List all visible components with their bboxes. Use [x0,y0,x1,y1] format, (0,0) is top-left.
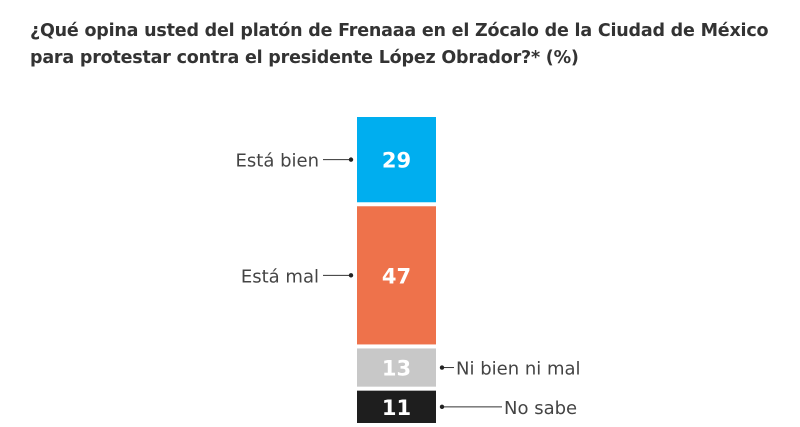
value-label-no-sabe: 11 [382,396,411,420]
category-label-esta-mal: Está mal [241,266,319,287]
category-label-no-sabe: No sabe [504,398,577,419]
category-label-ni-bien-ni-mal: Ni bien ni mal [456,359,581,380]
leader-dot-no-sabe [439,404,445,410]
value-label-esta-bien: 29 [382,149,411,173]
leader-dot-esta-bien [348,157,354,162]
bar-segment-ni-bien-ni-mal [357,348,436,387]
chart-title: ¿Qué opina usted del platón de Frenaaa e… [30,21,769,68]
value-label-esta-mal: 47 [382,264,411,288]
bar-segment-esta-bien [357,117,436,203]
bar-segment-no-sabe [357,390,436,423]
category-label-esta-bien: Está bien [236,151,319,172]
bar-segment-esta-mal [357,206,436,345]
value-label-ni-bien-ni-mal: 13 [382,357,411,381]
leader-dot-ni-bien-ni-mal [439,365,445,370]
leader-dot-esta-mal [348,273,354,278]
